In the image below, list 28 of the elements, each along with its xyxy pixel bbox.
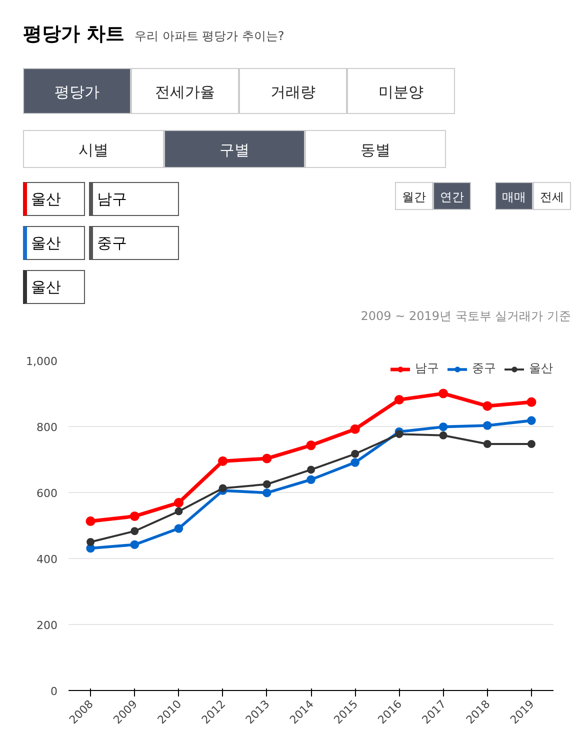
text: 구별 (164, 130, 305, 168)
text: 울산 (23, 226, 85, 260)
chart-subtitle: 우리 아파트 평당가 추이는? (134, 29, 284, 43)
legend-label: 울산 (529, 360, 553, 377)
text: 울산 (23, 182, 85, 216)
text: 거래량 (239, 68, 347, 114)
y-tick-label: 800 (36, 421, 58, 434)
text: 평당가 (23, 68, 131, 114)
text: 월간 (395, 182, 433, 210)
y-tick-label: 1,000 (26, 355, 58, 368)
y-tick-label: 400 (36, 553, 58, 566)
y-tick-label: 0 (50, 685, 58, 698)
y-tick-label: 600 (36, 487, 58, 500)
y-tick-label: 200 (36, 619, 58, 632)
text: 남구 (89, 182, 179, 216)
text: 시별 (23, 130, 164, 168)
text: 연간 (433, 182, 471, 210)
text: 매매 (495, 182, 533, 210)
text: 2009 ~ 2019년 국토부 실거래가 기준 (360, 308, 571, 326)
text: 미분양 (347, 68, 455, 114)
text: 전세가율 (131, 68, 239, 114)
chart-title: 평당가 차트 (23, 23, 125, 45)
text: 중구 (89, 226, 179, 260)
legend-label: 남구 (415, 360, 439, 377)
text: 울산 (23, 270, 85, 304)
text: 동별 (305, 130, 446, 168)
legend-label: 중구 (472, 360, 496, 377)
text: 전세 (533, 182, 571, 210)
